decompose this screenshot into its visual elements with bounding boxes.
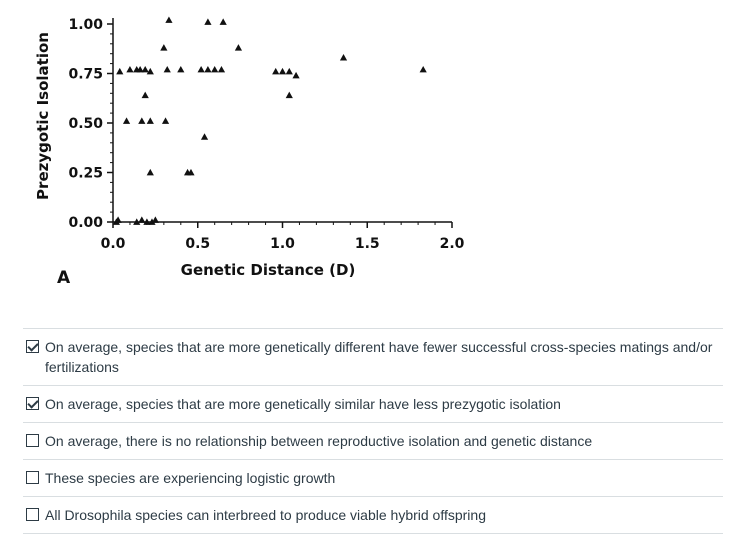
data-point [339,54,348,61]
chart-axes: 0.00 0.25 0.50 0.75 1.00 0.0 0.5 1.0 1.5 2.0 [68,17,464,252]
panel-label: A [57,268,71,288]
x-tick-label: 1.0 [270,236,295,252]
data-point [146,67,154,75]
data-point [204,65,212,73]
checked-checkbox[interactable] [26,397,39,410]
data-point [122,117,131,124]
data-point [114,216,122,223]
data-point [419,65,427,73]
x-axis-label: Genetic Distance (D) [181,261,356,279]
data-point [126,65,134,73]
x-tick-label: 2.0 [440,236,465,252]
data-point [133,218,141,225]
data-point [211,65,219,73]
unchecked-checkbox[interactable] [26,471,39,484]
data-point [138,117,146,124]
y-tick-label: 0.25 [68,166,103,182]
data-point [217,65,226,73]
data-point [146,168,154,176]
answer-option[interactable]: All Drosophila species can interbreed to… [23,496,723,534]
checked-checkbox[interactable] [26,340,39,353]
y-tick-label: 1.00 [68,17,103,33]
chart-points [112,16,427,225]
data-point [163,65,171,73]
answer-label: On average, there is no relationship bet… [45,433,593,449]
y-tick-label: 0.00 [68,215,103,231]
y-tick-label: 0.50 [68,116,103,132]
data-point [204,18,212,25]
data-point [138,216,146,223]
data-point [160,44,168,51]
data-point [200,133,209,140]
x-tick-label: 1.5 [355,236,380,252]
data-point [136,65,144,73]
scatter-chart: 0.00 0.25 0.50 0.75 1.00 0.0 0.5 1.0 1.5 2.0 Prez… [34,16,465,288]
x-tick-label: 0.0 [101,236,126,252]
unchecked-checkbox[interactable] [26,434,39,447]
data-point [187,168,195,176]
data-point [197,65,205,73]
y-tick-label: 0.75 [68,67,103,83]
x-tick-label: 0.5 [185,236,210,252]
data-point [278,67,287,75]
data-point [292,71,300,79]
unchecked-checkbox[interactable] [26,508,39,521]
data-point [141,65,149,73]
data-point [285,67,293,75]
data-point [146,117,154,124]
data-point [272,67,280,75]
data-point [143,218,151,225]
data-point [285,91,293,99]
answer-list: On average, species that are more geneti… [23,328,723,534]
data-point [234,44,243,51]
data-point [141,91,149,99]
data-point [219,18,227,25]
answer-option[interactable]: These species are experiencing logistic … [23,459,723,496]
data-point [161,117,170,124]
data-point [177,65,185,73]
answer-label: On average, species that are more geneti… [45,339,713,375]
answer-label: These species are experiencing logistic … [45,470,336,486]
data-point [148,218,156,225]
data-point [165,16,173,23]
answer-option[interactable]: On average, there is no relationship bet… [23,422,723,459]
data-point [151,216,159,223]
answer-label: On average, species that are more geneti… [45,396,561,412]
data-point [116,67,124,75]
answer-label: All Drosophila species can interbreed to… [45,507,486,523]
answer-option[interactable]: On average, species that are more geneti… [23,385,723,422]
answer-option[interactable]: On average, species that are more geneti… [23,328,723,385]
y-axis-label: Prezygotic Isolation [34,32,52,200]
